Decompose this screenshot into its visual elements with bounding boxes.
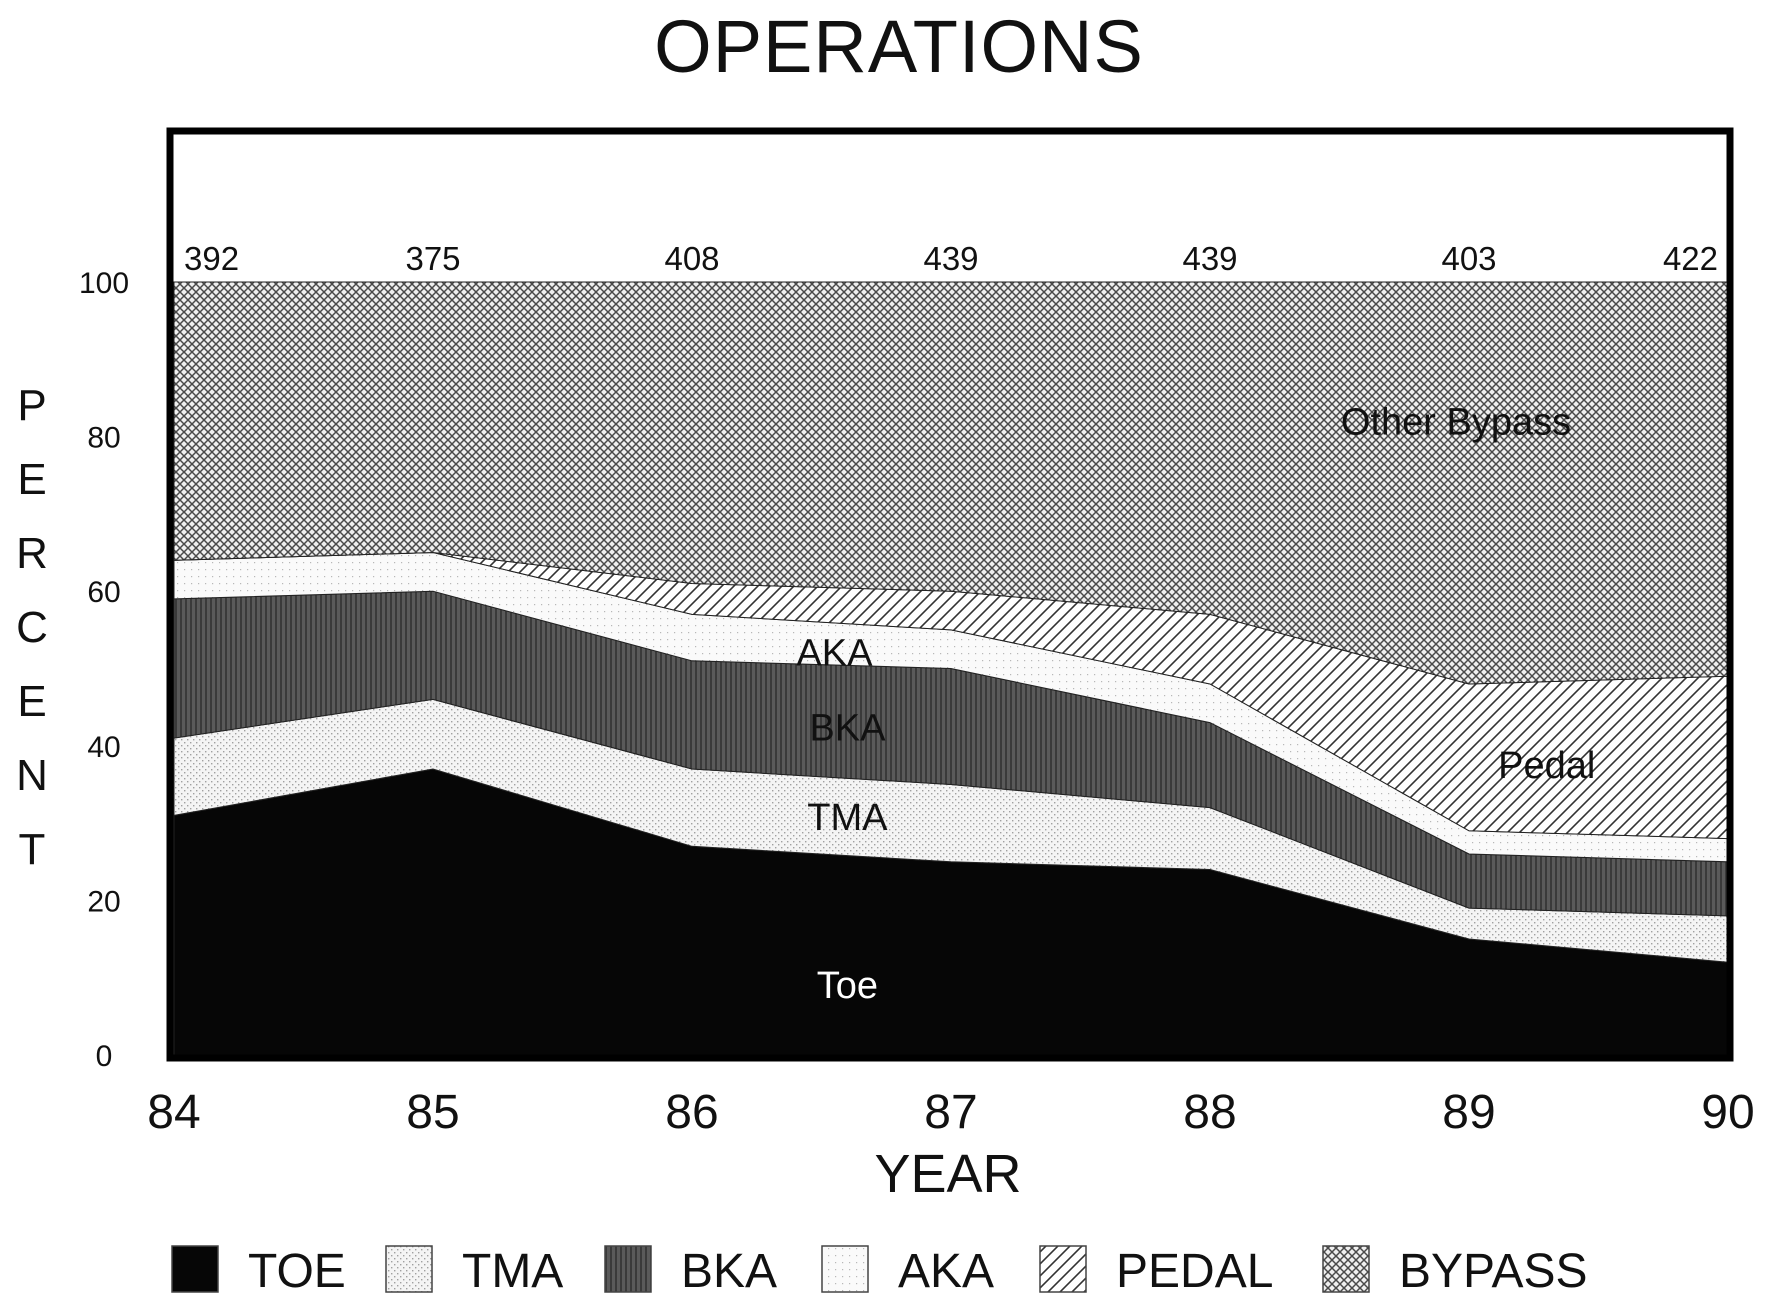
y-tick-80: 80 xyxy=(87,422,120,455)
legend-swatch-bka xyxy=(604,1245,652,1293)
legend-label-toe: TOE xyxy=(248,1245,346,1298)
x-axis-ticks: 84 85 86 87 88 89 90 xyxy=(147,1086,1754,1139)
legend-label-pedal: PEDAL xyxy=(1116,1245,1273,1298)
x-tick-89: 89 xyxy=(1442,1086,1495,1139)
annotation-pedal: Pedal xyxy=(1498,745,1595,787)
chart-title: OPERATIONS xyxy=(654,5,1144,88)
y-axis-label-letter: T xyxy=(19,825,46,874)
legend-item-bypass: BYPASS xyxy=(1322,1245,1588,1298)
y-axis-label-letter: E xyxy=(17,455,46,504)
annotation-aka: AKA xyxy=(796,632,873,674)
plot-frame xyxy=(166,127,1734,1062)
annotation-tma: TMA xyxy=(807,797,888,839)
y-axis-label-letter: N xyxy=(16,751,48,800)
case-count-84: 392 xyxy=(184,240,239,277)
legend-item-toe: TOE xyxy=(171,1245,346,1298)
legend-label-aka: AKA xyxy=(898,1245,994,1298)
annotation-bypass: Other Bypass xyxy=(1341,402,1571,444)
y-axis-label-letter: P xyxy=(17,381,46,430)
legend-label-tma: TMA xyxy=(462,1245,563,1298)
legend-swatch-toe xyxy=(171,1245,219,1293)
legend-swatch-pedal xyxy=(1039,1245,1087,1293)
y-tick-100: 100 xyxy=(79,267,129,300)
legend-swatch-aka xyxy=(821,1245,869,1293)
case-count-86: 408 xyxy=(664,240,719,277)
case-count-88: 439 xyxy=(1182,240,1237,277)
legend-item-pedal: PEDAL xyxy=(1039,1245,1273,1298)
legend-item-bka: BKA xyxy=(604,1245,777,1298)
y-tick-60: 60 xyxy=(87,576,120,609)
y-tick-40: 40 xyxy=(87,731,120,764)
case-count-labels: 392 375 408 439 439 403 422 xyxy=(184,240,1718,277)
y-axis-label-letter: C xyxy=(16,603,48,652)
case-count-87: 439 xyxy=(923,240,978,277)
legend-swatch-tma xyxy=(385,1245,433,1293)
y-tick-20: 20 xyxy=(87,885,120,918)
y-axis-label-letter: R xyxy=(16,529,48,578)
x-tick-85: 85 xyxy=(406,1086,459,1139)
x-tick-84: 84 xyxy=(147,1086,200,1139)
stacked-areas xyxy=(173,281,1729,1056)
legend-swatch-bypass xyxy=(1322,1245,1370,1293)
case-count-89: 403 xyxy=(1441,240,1496,277)
legend: TOE TMA BKA AKA PEDAL BYPASS xyxy=(171,1245,1588,1298)
y-axis-label-letter: E xyxy=(17,677,46,726)
legend-item-tma: TMA xyxy=(385,1245,563,1298)
annotation-bka: BKA xyxy=(809,708,886,750)
x-axis-label: YEAR xyxy=(874,1144,1021,1204)
x-tick-86: 86 xyxy=(665,1086,718,1139)
x-tick-88: 88 xyxy=(1183,1086,1236,1139)
case-count-90: 422 xyxy=(1663,240,1718,277)
case-count-85: 375 xyxy=(405,240,460,277)
area-annotations: Toe TMA BKA AKA Pedal Other Bypass xyxy=(796,402,1595,1008)
legend-item-aka: AKA xyxy=(821,1245,994,1298)
legend-label-bka: BKA xyxy=(681,1245,777,1298)
y-tick-0: 0 xyxy=(96,1040,113,1073)
x-tick-90: 90 xyxy=(1701,1086,1754,1139)
legend-label-bypass: BYPASS xyxy=(1399,1245,1588,1298)
x-tick-87: 87 xyxy=(924,1086,977,1139)
annotation-toe: Toe xyxy=(817,965,878,1007)
y-axis-ticks: 0 20 40 60 80 100 xyxy=(79,267,129,1073)
